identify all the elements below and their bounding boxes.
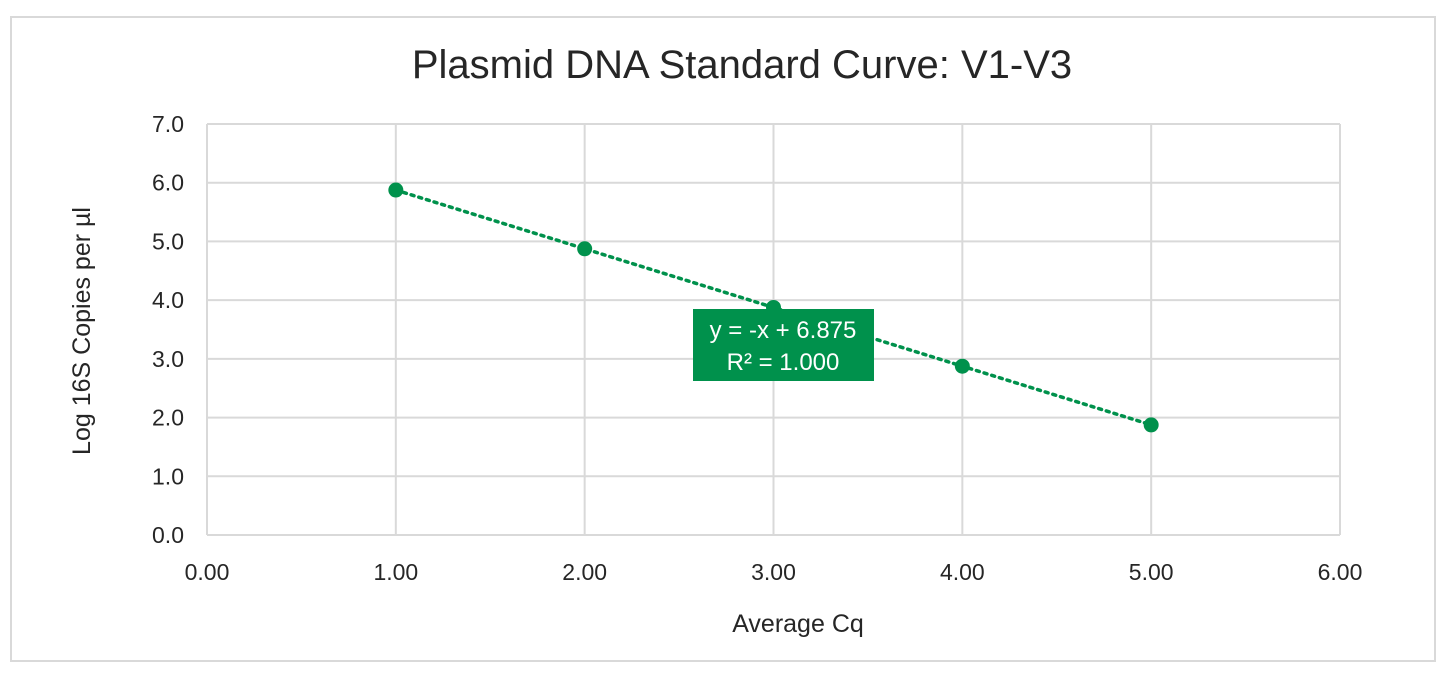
y-tick-label: 4.0 (152, 287, 184, 313)
y-axis-title: Log 16S Copies per µl (68, 207, 96, 455)
chart-title: Plasmid DNA Standard Curve: V1-V3 (412, 43, 1072, 87)
y-tick-label: 7.0 (152, 111, 184, 137)
x-tick-label: 2.00 (562, 559, 607, 585)
y-tick-label: 1.0 (152, 463, 184, 489)
y-tick-label: 2.0 (152, 405, 184, 431)
x-tick-label: 5.00 (1129, 559, 1174, 585)
equation-box-bg (693, 309, 874, 381)
data-point (577, 241, 593, 257)
x-tick-label: 4.00 (940, 559, 985, 585)
equation-box: y = -x + 6.875 R² = 1.000 (693, 309, 874, 381)
x-tick-label: 1.00 (373, 559, 418, 585)
data-point (388, 182, 404, 198)
r-squared-label: R² = 1.000 (727, 349, 840, 376)
y-tick-label: 3.0 (152, 346, 184, 372)
data-point (1143, 417, 1159, 433)
data-point (954, 358, 970, 374)
tick-layer: 0.00 1.00 2.00 3.00 4.00 5.00 6.00 0.0 1.0 2.0 3.0… (152, 111, 1362, 585)
equation-label: y = -x + 6.875 (710, 317, 857, 344)
y-tick-label: 6.0 (152, 170, 184, 196)
x-tick-label: 3.00 (751, 559, 796, 585)
y-tick-label: 5.0 (152, 228, 184, 254)
x-tick-label: 6.00 (1318, 559, 1363, 585)
y-tick-label: 0.0 (152, 522, 184, 548)
x-axis-title: Average Cq (732, 610, 864, 638)
x-tick-label: 0.00 (185, 559, 230, 585)
